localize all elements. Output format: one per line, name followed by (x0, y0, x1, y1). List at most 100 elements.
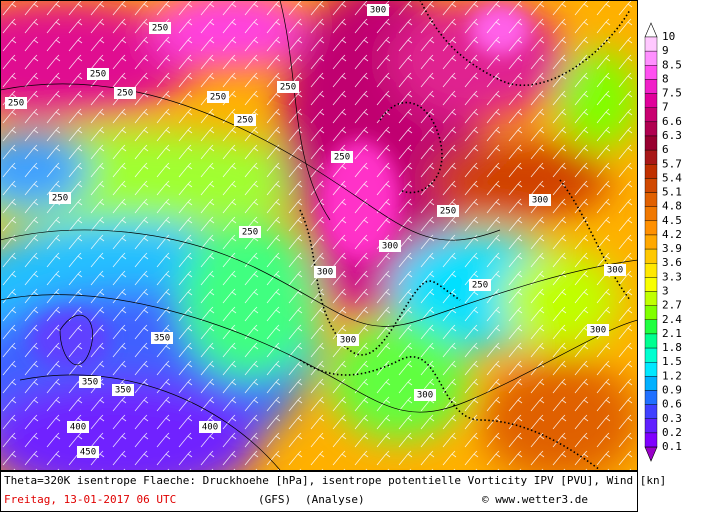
colorbar-label: 10 (662, 30, 675, 43)
contour-label: 300 (340, 336, 356, 346)
colorbar-label: 1.2 (662, 369, 682, 382)
colorbar-segment (644, 432, 658, 448)
field (0, 0, 638, 471)
colorbar-label: 7 (662, 101, 669, 114)
contour-label: 250 (472, 281, 488, 291)
colorbar-segment (644, 319, 658, 335)
colorbar-label: 0.6 (662, 398, 682, 411)
contour-label: 350 (115, 386, 131, 396)
contour-label: 450 (80, 448, 96, 458)
colorbar-segment (644, 404, 658, 419)
contour-label-bg (112, 384, 134, 396)
contour-label: 250 (242, 228, 258, 238)
footer-model: (GFS) (258, 493, 291, 506)
colorbar-label: 0.1 (662, 440, 682, 453)
contours (0, 0, 638, 471)
colorbar-label: 3.6 (662, 256, 682, 269)
colorbar-segment (644, 220, 658, 236)
colorbar-label: 2.7 (662, 299, 682, 312)
contour-label-bg (77, 446, 99, 458)
colorbar-label: 6.3 (662, 129, 682, 142)
colorbar-label: 9 (662, 44, 669, 57)
colorbar-segment (644, 347, 658, 363)
colorbar-segment (644, 390, 658, 405)
contour-label-bg (314, 266, 336, 278)
contour-label-bg (277, 81, 299, 93)
contour-label: 300 (532, 196, 548, 206)
contour-label-bg (207, 91, 229, 103)
colorbar-label: 3 (662, 285, 669, 298)
contour-label: 250 (52, 194, 68, 204)
contour-label-bg (234, 114, 256, 126)
contour-label: 250 (117, 89, 133, 99)
colorbar-segment (644, 178, 658, 193)
colorbar-label: 5.4 (662, 171, 682, 184)
contour-label-bg (239, 226, 261, 238)
colorbar-segment (644, 291, 658, 306)
footer-run: (Analyse) (305, 493, 365, 506)
contour-label: 300 (417, 391, 433, 401)
contour-label: 300 (590, 326, 606, 336)
colorbar-label: 2.4 (662, 313, 682, 326)
colorbar-segment (644, 50, 658, 66)
contour-label: 250 (90, 70, 106, 80)
colorbar-segment (644, 36, 658, 52)
colorbar-label: 0.2 (662, 426, 682, 439)
contour-label: 300 (317, 268, 333, 278)
colorbar-segment (644, 234, 658, 250)
colorbar-segment (644, 65, 658, 80)
colorbar-label: 1.8 (662, 341, 682, 354)
contour-label: 300 (370, 6, 386, 16)
contour-label: 250 (152, 24, 168, 34)
colorbar-label: 0.9 (662, 384, 682, 397)
contour-label-bg (114, 87, 136, 99)
contour-label-bg (437, 205, 459, 217)
colorbar-label: 1.5 (662, 355, 682, 368)
contour-label: 400 (70, 423, 86, 433)
colorbar-label: 3.9 (662, 242, 682, 255)
contour-label-bg (151, 332, 173, 344)
colorbar-segment (644, 107, 658, 123)
contour-label-bg (199, 421, 221, 433)
contour-label-bg (587, 324, 609, 336)
colorbar-segment (644, 277, 658, 292)
colorbar-segment (644, 164, 658, 179)
contour-label: 250 (280, 83, 296, 93)
colorbar-bottom (644, 446, 658, 462)
contour-label-bg (87, 68, 109, 80)
colorbar-segment (644, 149, 658, 165)
colorbar-segment (644, 206, 658, 222)
footer-credit: © www.wetter3.de (482, 493, 588, 506)
colorbar-label: 4.2 (662, 228, 682, 241)
colorbar-label: 6.6 (662, 115, 682, 128)
contour-label-bg (79, 376, 101, 388)
contour-label: 250 (440, 207, 456, 217)
contour-labels: 250 250 250 250 250 250 250 250 250 250 250 250 300 3… (5, 4, 626, 458)
contour-label-bg (604, 264, 626, 276)
colorbar-label: 0.3 (662, 412, 682, 425)
contour-label-bg (67, 421, 89, 433)
footer-box (0, 471, 638, 512)
colorbar-segment (644, 333, 658, 349)
contour-label: 250 (8, 99, 24, 109)
colorbar-label: 8.5 (662, 58, 682, 71)
colorbar-top (644, 22, 658, 38)
colorbar-segment (644, 79, 658, 94)
contour-label: 400 (202, 423, 218, 433)
colorbar-segment (644, 248, 658, 264)
colorbar-label: 5.7 (662, 157, 682, 170)
contour-label-bg (149, 22, 171, 34)
contour-label-bg (5, 97, 27, 109)
colorbar-label: 2.1 (662, 327, 682, 340)
contour-label: 250 (334, 153, 350, 163)
contour-label: 300 (607, 266, 623, 276)
colorbar-label: 5.1 (662, 186, 682, 199)
contour-label-bg (414, 389, 436, 401)
contour-label-bg (469, 279, 491, 291)
colorbar-segment (644, 263, 658, 278)
colorbar-segment (644, 418, 658, 434)
contour-label-bg (337, 334, 359, 346)
colorbar-segment (644, 362, 658, 377)
colorbar-segment (644, 121, 658, 137)
